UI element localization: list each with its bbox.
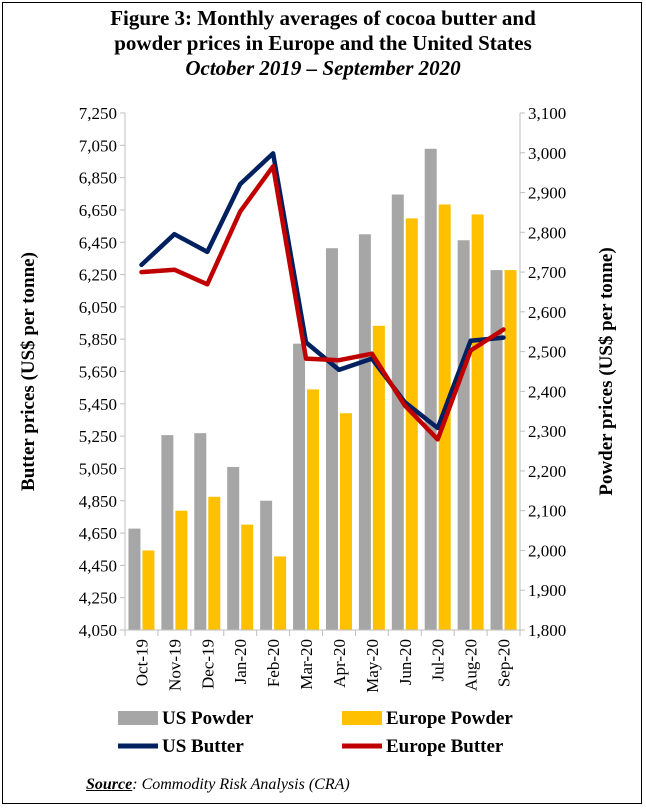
y-axis-title-right: Powder prices (US$ per tonne)	[596, 247, 617, 495]
chart-title: Figure 3: Monthly averages of cocoa butt…	[0, 6, 646, 81]
left-tick-label: 7,050	[79, 136, 117, 155]
right-tick-label: 2,700	[528, 263, 566, 282]
left-tick-label: 6,850	[79, 169, 117, 188]
right-tick-label: 2,600	[528, 303, 566, 322]
bar-europe-powder	[241, 524, 254, 630]
bar-europe-powder	[175, 510, 188, 630]
x-tick-label: Jun-20	[396, 639, 415, 685]
right-tick-label: 1,900	[528, 581, 566, 600]
right-tick-label: 3,000	[528, 144, 566, 163]
source-label: Source	[86, 776, 133, 793]
left-tick-label: 4,650	[79, 524, 117, 543]
bar-us-powder	[161, 435, 174, 630]
bar-europe-powder	[504, 270, 517, 630]
x-tick-label: Aug-20	[462, 639, 481, 691]
bar-us-powder	[358, 234, 371, 631]
x-tick-label: Dec-19	[198, 639, 217, 689]
line-europe-butter	[139, 164, 506, 442]
left-tick-label: 5,850	[79, 330, 117, 349]
left-tick-label: 4,250	[79, 589, 117, 608]
bar-europe-powder	[339, 413, 352, 630]
legend-label-europe-powder: Europe Powder	[386, 708, 513, 729]
left-tick-label: 4,050	[79, 621, 117, 640]
left-tick-label: 7,250	[79, 104, 117, 123]
line-us-butter	[139, 151, 506, 431]
left-tick-label: 5,650	[79, 363, 117, 382]
left-tick-label: 6,650	[79, 201, 117, 220]
y-axis-title-left: Butter prices (US$ per tonne)	[18, 252, 39, 491]
chart-subtitle: October 2019 – September 2020	[185, 56, 461, 80]
x-tick-label: Mar-20	[297, 639, 316, 690]
legend-label-europe-butter: Europe Butter	[386, 736, 504, 757]
right-tick-label: 2,500	[528, 343, 566, 362]
right-tick-label: 2,800	[528, 223, 566, 242]
legend: US Powder Europe Powder US Butter Europe Bu…	[118, 708, 513, 757]
right-tick-label: 2,100	[528, 502, 566, 521]
bar-us-powder	[194, 433, 207, 630]
bar-us-powder	[325, 248, 338, 630]
bar-us-powder	[490, 270, 503, 630]
bar-europe-powder	[405, 218, 418, 630]
bar-us-powder	[391, 194, 404, 630]
title-line-1: Figure 3: Monthly averages of cocoa butt…	[110, 6, 536, 30]
axes-layer: 4,050 4,250 4,450 4,650 4,850 5,050 5,250 5,450…	[18, 104, 617, 693]
bar-us-powder	[227, 466, 240, 630]
bar-europe-powder	[274, 556, 287, 630]
bar-us-powder	[293, 343, 306, 630]
bar-europe-powder	[307, 389, 320, 630]
right-tick-label: 3,100	[528, 104, 566, 123]
bar-us-powder	[424, 148, 437, 631]
bar-europe-powder	[208, 496, 221, 630]
legend-label-us-butter: US Butter	[162, 736, 244, 757]
x-tick-label: Jul-20	[429, 639, 448, 682]
bar-us-powder	[260, 500, 273, 630]
bar-us-powder	[457, 240, 470, 630]
source-note: Source: Commodity Risk Analysis (CRA)	[86, 776, 350, 794]
x-tick-label: Oct-19	[132, 639, 151, 686]
x-tick-label: May-20	[363, 639, 382, 693]
right-tick-label: 2,200	[528, 462, 566, 481]
left-tick-label: 6,450	[79, 233, 117, 252]
right-tick-label: 2,300	[528, 422, 566, 441]
right-tick-label: 2,000	[528, 541, 566, 560]
x-tick-label: Sep-20	[495, 639, 514, 687]
legend-swatch-europe-powder	[342, 711, 382, 725]
bar-europe-powder	[142, 550, 155, 630]
right-tick-label: 2,400	[528, 382, 566, 401]
right-tick-label: 1,800	[528, 621, 566, 640]
left-tick-label: 6,250	[79, 266, 117, 285]
left-tick-label: 5,250	[79, 427, 117, 446]
left-tick-label: 5,450	[79, 395, 117, 414]
left-tick-label: 6,050	[79, 298, 117, 317]
source-text: : Commodity Risk Analysis (CRA)	[132, 776, 350, 793]
legend-swatch-us-powder	[118, 711, 158, 725]
bars-layer	[128, 148, 517, 631]
x-tick-label: Jan-20	[231, 639, 250, 684]
x-tick-label: Feb-20	[264, 639, 283, 687]
x-tick-label: Nov-19	[165, 639, 184, 691]
left-tick-label: 5,050	[79, 459, 117, 478]
right-tick-label: 2,900	[528, 184, 566, 203]
x-tick-label: Apr-20	[330, 639, 349, 688]
legend-label-us-powder: US Powder	[162, 708, 254, 729]
bar-europe-powder	[471, 214, 484, 630]
left-tick-label: 4,850	[79, 492, 117, 511]
left-tick-label: 4,450	[79, 556, 117, 575]
lines-layer	[139, 151, 506, 442]
bar-us-powder	[128, 528, 141, 630]
bar-europe-powder	[372, 325, 385, 630]
title-line-2: powder prices in Europe and the United S…	[114, 31, 532, 55]
